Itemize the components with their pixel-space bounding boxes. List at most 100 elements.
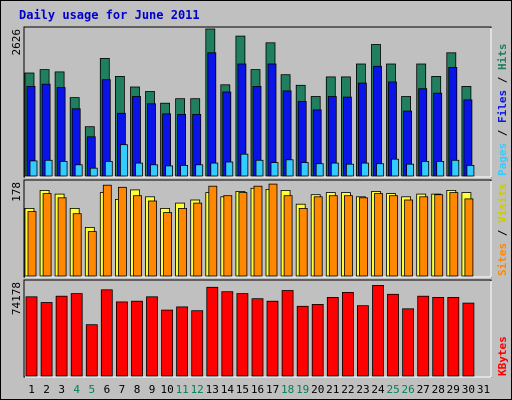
bar-pages-day-10 [165,165,174,177]
x-tick-label-day-4: 4 [73,383,80,396]
bar-kbytes-day-5 [85,324,98,377]
bar-pages-day-20 [315,163,324,177]
bar-kbytes-day-22 [341,291,354,377]
bar-kbytes-day-12 [191,310,204,377]
x-tick-label-day-25: 25 [386,383,399,396]
legend-sites-visits-text: Sites / Visits [496,183,509,276]
bar-kbytes-day-9 [146,296,158,377]
x-tick-label-day-15: 15 [236,383,249,396]
bar-kbytes-day-30 [462,302,475,377]
bar-pages-day-7 [120,144,128,177]
bar-sites-day-28 [434,194,444,277]
bar-pages-day-25 [391,158,399,177]
x-tick-label-day-23: 23 [356,383,369,396]
bar-pages-day-16 [255,159,264,177]
x-tick-label-day-7: 7 [119,383,126,396]
x-tick-label-day-29: 29 [447,383,460,396]
bar-kbytes-day-3 [55,295,68,377]
bar-files-day-30 [463,99,473,177]
bar-kbytes-day-28 [432,296,445,377]
bar-files-day-29 [448,67,458,177]
bar-kbytes-day-19 [296,305,309,377]
bar-sites-day-11 [178,207,188,277]
bar-sites-day-21 [328,195,338,277]
bar-kbytes-day-23 [356,305,369,377]
x-tick-label-day-9: 9 [149,383,156,396]
x-tick-label-day-16: 16 [251,383,264,396]
x-axis-labels: 1 2 3 4 5 6 7 8 9 10 11 12 13 14 15 16 17 18 19 20 21 22 23 24 2… [28,383,490,396]
bar-pages-day-8 [135,162,143,177]
bar-files-day-17 [267,63,277,177]
x-tick-label-day-17: 17 [266,383,279,396]
bar-pages-day-9 [150,164,158,177]
x-tick-label-day-21: 21 [326,383,339,396]
x-tick-label-day-22: 22 [341,383,354,396]
bar-kbytes-day-11 [176,306,189,377]
bar-sites-day-18 [283,195,293,277]
bar-kbytes-day-24 [372,284,384,377]
bar-sites-day-17 [268,183,278,277]
x-tick-label-day-26: 26 [401,383,414,396]
bar-kbytes-day-21 [326,296,339,377]
x-tick-label-day-27: 27 [417,383,430,396]
bar-pages-day-3 [59,160,68,177]
bar-pages-day-13 [210,162,219,177]
x-tick-label-day-18: 18 [281,383,294,396]
panel-visits_sites: 178 [10,179,492,278]
bar-files-day-23 [357,82,367,177]
bar-sites-day-25 [389,195,398,277]
bar-sites-day-8 [133,195,142,277]
x-tick-label-day-31: 31 [477,383,490,396]
bar-pages-day-12 [195,164,204,177]
x-tick-label-day-13: 13 [206,383,219,396]
bar-pages-day-30 [466,164,475,177]
bar-kbytes-day-13 [206,286,219,377]
bar-pages-day-19 [300,162,309,177]
x-tick-label-day-2: 2 [43,383,50,396]
bar-files-day-24 [373,65,382,177]
legend-kbytes: KBytes [496,336,509,376]
x-tick-label-day-24: 24 [371,383,385,396]
bar-kbytes-day-8 [131,300,143,377]
bar-pages-day-23 [360,162,369,177]
bar-sites-day-6 [102,184,112,277]
bar-kbytes-day-10 [161,309,174,377]
bar-pages-day-17 [270,162,279,177]
bar-pages-day-18 [285,159,294,177]
panel-max-label: 74178 [10,282,23,315]
bar-sites-day-26 [404,199,414,277]
bar-pages-day-29 [451,159,460,177]
bar-sites-day-14 [223,195,233,277]
bar-sites-day-5 [87,231,97,277]
legend-kbytes-text: KBytes [496,336,509,376]
bar-kbytes-day-29 [447,296,460,377]
legend-sites-visits: Sites / Visits [496,183,509,276]
bar-sites-day-1 [27,211,37,277]
bar-pages-day-11 [180,164,189,177]
chart-title: Daily usage for June 2011 [19,8,200,22]
bar-kbytes-day-2 [40,302,53,377]
bar-sites-day-9 [148,200,157,277]
legend-separator-3: / [496,223,509,243]
legend-sites: Sites [496,243,509,276]
x-tick-label-day-3: 3 [58,383,65,396]
bar-kbytes-day-6 [100,289,113,377]
bar-pages-day-26 [406,163,415,177]
x-tick-label-day-12: 12 [191,383,204,396]
bar-files-day-13 [207,52,217,177]
bar-sites-day-7 [118,186,127,277]
bar-sites-day-30 [464,198,474,277]
panel-kbytes: 74178 [10,279,492,378]
bar-sites-day-23 [358,197,368,277]
legend-hits-files-pages: Pages / Files / Hits [496,44,509,177]
bar-pages-day-15 [240,153,249,177]
x-tick-label-day-28: 28 [432,383,445,396]
x-tick-label-day-11: 11 [176,383,189,396]
x-tick-label-day-20: 20 [311,383,324,396]
panel-hits_files_pages: 2626 [10,26,492,178]
x-tick-label-day-19: 19 [296,383,309,396]
bar-kbytes-day-15 [236,293,249,377]
bar-sites-day-24 [374,193,383,277]
bar-sites-day-20 [313,196,323,277]
